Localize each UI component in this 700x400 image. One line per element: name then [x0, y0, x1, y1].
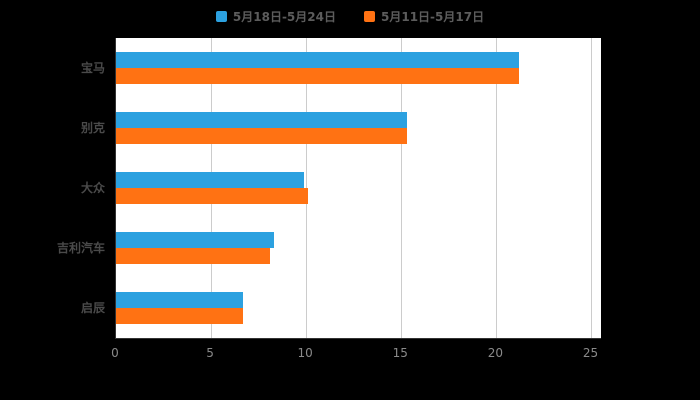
- gridline-x-20: [495, 38, 497, 338]
- legend-label: 5月11日-5月17日: [381, 9, 485, 24]
- y-axis-label-吉利汽车: 吉利汽车: [56, 241, 105, 255]
- y-axis-label-启辰: 启辰: [80, 301, 105, 315]
- bar-吉利汽车-series-2: [116, 248, 271, 264]
- bar-启辰-series-2: [116, 308, 244, 324]
- plot-area: [115, 38, 601, 339]
- x-axis-tick-5: 5: [206, 346, 214, 360]
- x-axis-tick-20: 20: [487, 346, 504, 360]
- y-axis-label-大众: 大众: [80, 181, 105, 195]
- legend-item-series-2[interactable]: 5月11日-5月17日: [364, 8, 484, 25]
- x-axis-tick-0: 0: [111, 346, 119, 360]
- y-axis-label-别克: 别克: [80, 121, 105, 135]
- x-axis-tick-15: 15: [392, 346, 408, 360]
- gridline-x-15: [400, 38, 402, 338]
- bar-大众-series-1: [116, 172, 305, 188]
- bar-吉利汽车-series-1: [116, 232, 274, 248]
- y-axis-label-宝马: 宝马: [80, 61, 105, 75]
- legend-item-series-1[interactable]: 5月18日-5月24日: [215, 8, 336, 25]
- legend-label: 5月18日-5月24日: [232, 9, 336, 24]
- bar-大众-series-2: [116, 188, 309, 204]
- chart-legend: 5月18日-5月24日 5月11日-5月17日: [0, 6, 700, 26]
- bar-宝马-series-2: [116, 68, 520, 84]
- x-axis-tick-10: 10: [297, 346, 313, 360]
- bar-宝马-series-1: [116, 52, 520, 68]
- bar-别克-series-2: [116, 128, 407, 144]
- bar-启辰-series-1: [116, 292, 244, 308]
- x-axis-tick-25: 25: [582, 346, 599, 360]
- legend-swatch: [364, 10, 375, 22]
- bar-别克-series-1: [116, 112, 407, 128]
- legend-swatch: [215, 10, 227, 22]
- gridline-x-25: [590, 38, 592, 338]
